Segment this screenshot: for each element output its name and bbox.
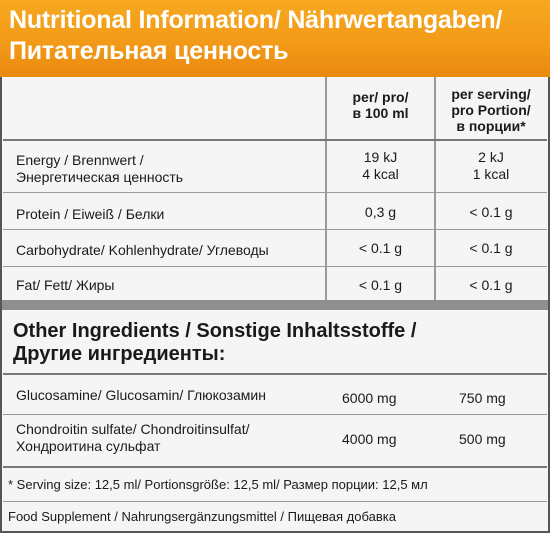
column-header-serving: per serving/ pro Portion/ в порции* [436,86,546,134]
nutrient-energy-serving: 2 kJ 1 kcal [436,149,546,183]
nutrient-carbohydrate-serving: < 0.1 g [469,240,513,256]
nutrient-protein-serving: < 0.1 g [469,204,513,220]
column-header-per100-line1: per/ pro/ [352,89,409,105]
column-header-serving-line1: per serving/ [451,86,531,102]
column-divider-2 [434,77,436,300]
nutrient-label-energy-line1: Energy / Brennwert / [16,152,144,168]
footnote-divider [3,466,547,468]
nutrient-carbohydrate-per100: < 0.1 g [358,240,403,256]
ingredient-glucosamine-per100: 6000 mg [342,390,397,406]
header-title-line1: Nutritional Information/ Nährwertangaben… [9,6,503,34]
other-ingredients-title-line2: Другие ингредиенты: [13,343,226,365]
header-divider [3,139,547,141]
column-divider-1 [325,77,327,300]
ingredient-label-chondroitin: Chondroitin sulfate/ Chondroitinsulfat/ … [16,421,249,455]
ingredient-label-glucosamine: Glucosamine/ Glucosamin/ Глюкозамин [16,387,266,403]
section-separator [2,300,548,310]
table-frame [0,77,550,533]
ingredient-chondroitin-per100: 4000 mg [342,431,397,447]
other-ingredients-title-line1: Other Ingredients / Sonstige Inhaltsstof… [13,320,417,342]
nutrient-energy-per100-kcal: 4 kcal [362,166,399,182]
nutrient-energy-per100: 19 kJ 4 kcal [327,149,434,183]
footnote-supplement: Food Supplement / Nahrungsergänzungsmitt… [8,509,396,524]
nutrient-fat-per100: < 0.1 g [358,277,403,293]
column-header-serving-line3: в порции* [456,118,526,134]
nutrient-label-energy-line2: Энергетическая ценность [16,169,184,185]
header-title-line2: Питательная ценность [9,37,289,65]
ingredient-label-chondroitin-line1: Chondroitin sulfate/ Chondroitinsulfat/ [16,421,250,437]
row-divider [3,414,547,415]
header-banner: Nutritional Information/ Nährwertangaben… [0,0,550,77]
row-divider [3,192,547,193]
nutrient-label-carbohydrate: Carbohydrate/ Kohlenhydrate/ Углеводы [16,242,269,258]
ingredient-glucosamine-serving: 750 mg [459,390,506,406]
column-header-per100-line2: в 100 ml [352,105,409,121]
nutrient-protein-per100: 0,3 g [364,204,397,220]
row-divider [3,266,547,267]
row-divider [3,229,547,230]
nutrient-fat-serving: < 0.1 g [469,277,513,293]
row-divider [3,501,547,502]
nutrient-energy-serving-kcal: 1 kcal [472,166,510,182]
column-header-serving-line2: pro Portion/ [451,102,531,118]
footnote-serving-size: * Serving size: 12,5 ml/ Portionsgröße: … [8,477,428,492]
nutrient-energy-per100-kj: 19 kJ [363,149,398,165]
other-header-divider [3,373,547,375]
nutrient-label-energy: Energy / Brennwert / Энергетическая ценн… [16,152,183,186]
column-header-per100: per/ pro/ в 100 ml [327,89,434,121]
ingredient-label-chondroitin-line2: Хондроитина сульфат [16,438,161,454]
nutrient-energy-serving-kj: 2 kJ [478,149,504,165]
other-ingredients-title: Other Ingredients / Sonstige Inhaltsstof… [13,320,416,366]
nutrient-label-fat: Fat/ Fett/ Жиры [16,277,115,293]
nutrient-label-protein: Protein / Eiweiß / Белки [16,206,165,222]
ingredient-chondroitin-serving: 500 mg [459,431,506,447]
